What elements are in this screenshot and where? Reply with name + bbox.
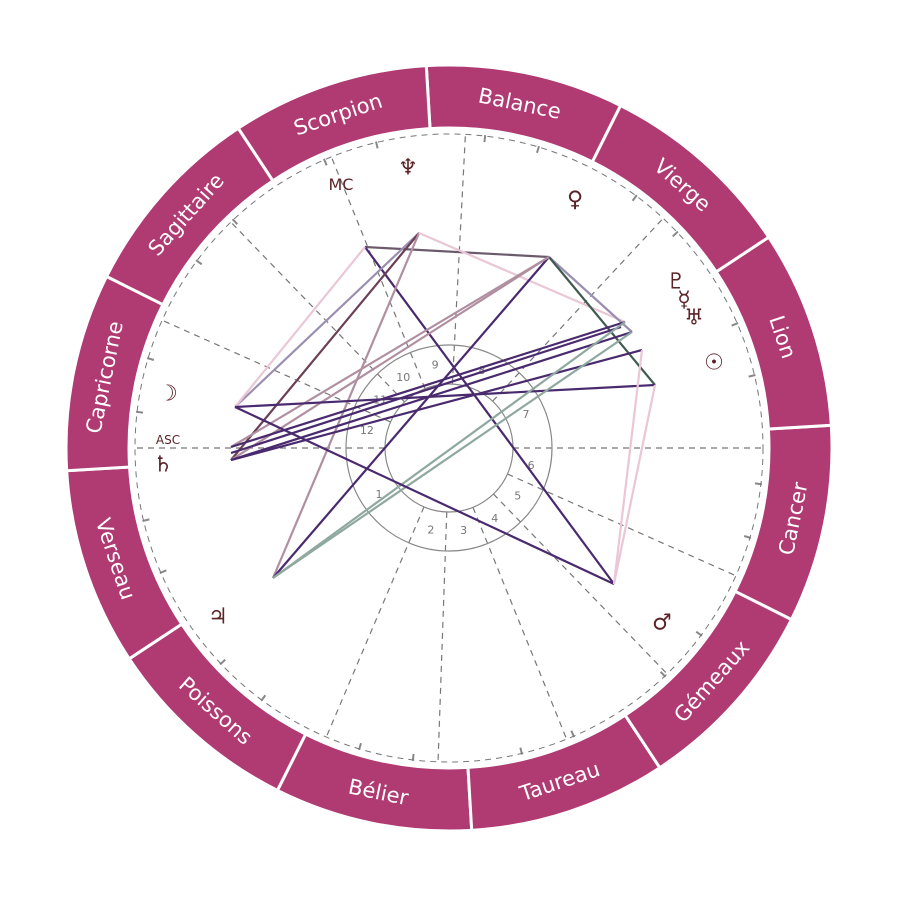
aspect-line bbox=[234, 246, 366, 408]
aspect-line bbox=[230, 348, 643, 462]
aspect-line bbox=[234, 232, 420, 408]
house-cusp-line bbox=[492, 217, 664, 402]
degree-tick bbox=[731, 321, 739, 327]
sign-segment-capricorne bbox=[64, 274, 165, 473]
aspect-line bbox=[612, 384, 657, 585]
degree-tick bbox=[159, 569, 167, 575]
aspect-line bbox=[548, 256, 656, 386]
house-number-ring-inner bbox=[384, 383, 514, 513]
house-cusp-line bbox=[161, 319, 391, 423]
house-cusps bbox=[135, 134, 763, 762]
aspect-line bbox=[230, 232, 420, 461]
degree-tick bbox=[631, 194, 638, 202]
aspect-line bbox=[548, 256, 633, 333]
house-cusp-line bbox=[472, 507, 568, 740]
house-number: 1 bbox=[375, 488, 382, 501]
aspect-line bbox=[234, 383, 656, 409]
degree-tick bbox=[135, 410, 144, 414]
house-number: 7 bbox=[523, 408, 530, 421]
degree-tick bbox=[195, 259, 203, 266]
aspect-line bbox=[230, 256, 550, 461]
aspect-line bbox=[271, 232, 421, 579]
venus-icon: ♀ bbox=[567, 188, 583, 213]
house-cusp-line bbox=[451, 134, 467, 385]
house-number: 9 bbox=[432, 359, 439, 372]
mars-icon: ♂ bbox=[652, 611, 672, 636]
house-number: 10 bbox=[396, 371, 410, 384]
aspect-line bbox=[230, 325, 622, 455]
degree-tick bbox=[672, 230, 679, 238]
house-cusp-line bbox=[437, 511, 448, 762]
degree-tick bbox=[146, 357, 155, 361]
house-number: 3 bbox=[460, 524, 467, 537]
uranus-icon: ♅ bbox=[684, 306, 704, 331]
aspect-line bbox=[364, 246, 615, 585]
house-number: 4 bbox=[491, 512, 498, 525]
aspect-line bbox=[234, 406, 615, 585]
aspect-line bbox=[612, 349, 644, 585]
chart-angles: ASC MC bbox=[156, 175, 354, 447]
house-cusp-line bbox=[230, 221, 405, 403]
angle-label-mc: MC bbox=[329, 175, 354, 194]
aspect-line bbox=[272, 321, 626, 579]
pluto-icon: ♇ bbox=[666, 270, 686, 295]
house-cusp-line bbox=[325, 506, 425, 738]
degree-tick bbox=[231, 218, 239, 225]
aspect-line bbox=[230, 256, 550, 448]
angle-label-asc: ASC bbox=[156, 433, 180, 447]
aspect-line bbox=[272, 331, 633, 579]
saturn-icon: ♄ bbox=[153, 453, 173, 478]
house-number-ring-outer bbox=[345, 344, 553, 552]
degree-tick bbox=[375, 141, 379, 149]
degree-tick bbox=[142, 518, 150, 522]
house-cusp-line bbox=[493, 493, 668, 675]
house-numbers: 123456789101112 bbox=[360, 359, 535, 538]
house-dashed-circle bbox=[134, 133, 764, 763]
house-number: 12 bbox=[360, 424, 374, 437]
aspect-line bbox=[230, 320, 626, 449]
degree-tick bbox=[748, 374, 756, 378]
mercury-icon: ☿ bbox=[677, 288, 691, 313]
jupiter-icon: ♃ bbox=[208, 605, 228, 630]
sun-icon: ☉ bbox=[704, 351, 724, 376]
aspect-line bbox=[364, 245, 550, 259]
degree-tick bbox=[536, 145, 540, 154]
planet-glyphs: ♆ ♀ ♇☿♅☉ ☽ ♄ ♃ ♂ bbox=[153, 156, 724, 636]
aspect-line bbox=[272, 256, 550, 579]
degree-tick bbox=[483, 134, 487, 143]
house-number: 5 bbox=[514, 490, 521, 503]
house-number: 6 bbox=[528, 459, 535, 472]
house-number: 8 bbox=[478, 364, 485, 377]
neptune-icon: ♆ bbox=[398, 156, 418, 181]
degree-tick bbox=[322, 158, 328, 166]
aspect-line bbox=[418, 231, 626, 324]
house-number: 2 bbox=[427, 524, 434, 537]
aspect-lines bbox=[230, 231, 657, 585]
moon-icon: ☽ bbox=[158, 382, 178, 407]
